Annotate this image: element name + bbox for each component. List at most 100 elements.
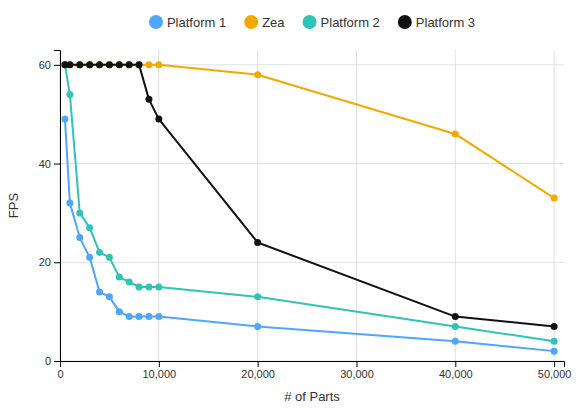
x-tick-label: 50,000 [538,368,572,380]
legend-label: Platform 1 [167,15,226,30]
series-marker [96,61,103,68]
x-tick-mark [258,361,259,367]
x-tick-label: 30,000 [340,368,374,380]
legend-swatch [398,15,412,29]
x-tick-label: 10,000 [142,368,176,380]
series-marker [136,61,143,68]
legend-label: Platform 2 [321,15,380,30]
legend-label: Platform 3 [416,15,475,30]
series-marker [126,313,133,320]
series-marker [76,234,83,241]
legend-item: Zea [244,15,285,30]
series-marker [76,209,83,216]
series-marker [61,116,68,123]
series-marker [452,130,459,137]
y-tick-mark [54,65,60,66]
series-marker [145,96,152,103]
legend-label: Zea [262,15,285,30]
series-marker [96,61,103,68]
series-marker [106,61,113,68]
y-tick-label: 0 [45,355,51,367]
x-tick-mark [356,361,357,367]
series [61,61,557,201]
series-marker [551,348,558,355]
y-tick: 0 [45,355,60,367]
chart: 010,00020,00030,00040,00050,0000204060# … [0,0,588,415]
series-marker [76,61,83,68]
series [61,61,557,330]
series-marker [96,288,103,295]
series-marker [106,293,113,300]
series-line [65,119,554,351]
series-marker [106,61,113,68]
y-tick-mark [54,361,60,362]
series-marker [86,61,93,68]
y-axis-title: FPS [6,193,21,219]
legend-swatch [149,15,163,29]
series-marker [76,61,83,68]
x-axis-title: # of Parts [284,389,340,404]
series-marker [551,323,558,330]
series-marker [136,283,143,290]
legend-swatch [303,15,317,29]
plot: 010,00020,00030,00040,00050,0000204060 [39,50,572,380]
series-marker [126,61,133,68]
series-line [65,65,554,198]
series-marker [136,61,143,68]
series-marker [86,61,93,68]
series-marker [254,239,261,246]
series-marker [155,313,162,320]
x-tick: 50,000 [538,361,572,380]
legend-item: Platform 2 [303,15,380,30]
series-marker [254,71,261,78]
legend: Platform 1 Zea Platform 2 Platform 3 [149,15,475,30]
series-marker [155,283,162,290]
series-marker [136,313,143,320]
y-tick-mark [54,164,60,165]
y-tick: 60 [39,59,60,71]
series-marker [106,254,113,261]
series-marker [551,338,558,345]
y-tick: 40 [39,158,60,170]
series-marker [155,116,162,123]
series-marker [145,313,152,320]
series-marker [66,91,73,98]
y-tick-label: 20 [39,256,51,268]
x-tick: 10,000 [142,361,176,380]
x-tick-label: 20,000 [241,368,275,380]
legend-item: Platform 3 [398,15,475,30]
y-tick: 20 [39,256,60,268]
y-tick-mark [54,262,60,263]
series-line [65,65,554,327]
x-grid-line [356,50,357,361]
series-marker [155,61,162,68]
y-tick-label: 40 [39,158,51,170]
series-line [65,65,554,341]
series-marker [86,224,93,231]
series-marker [551,195,558,202]
series-marker [145,61,152,68]
y-axis-line [54,51,61,362]
series-marker [116,308,123,315]
x-tick: 20,000 [241,361,275,380]
y-grid-line [60,163,564,164]
series-marker [116,61,123,68]
series-marker [254,293,261,300]
series-marker [66,61,73,68]
grid [60,50,564,361]
series-marker [116,61,123,68]
marks [61,61,557,354]
legend-item: Platform 1 [149,15,226,30]
x-tick-mark [455,361,456,367]
y-tick-label: 60 [39,59,51,71]
x-tick-mark [554,361,555,367]
x-tick: 30,000 [340,361,374,380]
legend-swatch [244,15,258,29]
series-marker [452,338,459,345]
series-marker [126,61,133,68]
x-axis: 010,00020,00030,00040,00050,000 [57,361,571,380]
series-marker [66,61,73,68]
series-marker [96,249,103,256]
x-tick: 40,000 [439,361,473,380]
x-axis-line [61,362,565,368]
